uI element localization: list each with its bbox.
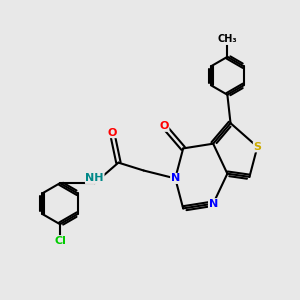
Text: CH₃: CH₃ — [218, 34, 237, 44]
Text: N: N — [171, 173, 180, 183]
Text: O: O — [107, 128, 117, 138]
Text: Cl: Cl — [54, 236, 66, 246]
Text: NH: NH — [85, 173, 104, 183]
Text: N: N — [208, 199, 218, 209]
Text: S: S — [254, 142, 261, 152]
Text: O: O — [160, 121, 169, 131]
